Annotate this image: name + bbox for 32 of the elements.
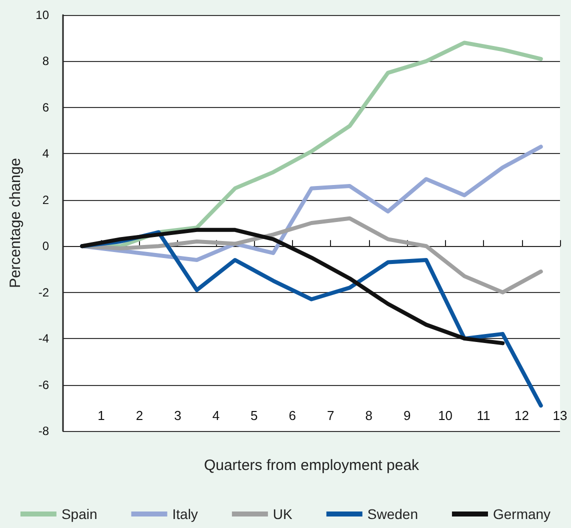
x-tick-label: 2 [136,408,144,423]
y-tick-label: 0 [42,239,50,254]
y-tick-label: 2 [42,192,50,207]
x-tick-label: 6 [288,408,296,423]
x-tick-label: 13 [552,408,568,423]
x-tick-label: 9 [403,408,411,423]
y-tick-label: 4 [42,146,50,161]
y-tick-label: 6 [42,100,50,114]
y-tick-label: 10 [36,8,50,22]
x-tick-label: 4 [212,408,220,423]
legend-label: Italy [172,506,198,522]
legend-label: Spain [61,506,98,522]
x-axis-title: Quarters from employment peak [204,457,420,474]
x-tick-label: 3 [174,408,182,423]
x-tick-label: 12 [514,408,530,423]
y-tick-label: -8 [38,424,50,438]
legend-label: UK [272,506,294,522]
y-tick-label: 8 [42,54,50,68]
x-tick-label: 11 [476,408,490,423]
legend-label: Germany [492,506,551,522]
line-series [80,228,505,346]
x-tick-label: 1 [98,408,105,423]
y-tick-label: -6 [38,378,50,392]
y-tick-label: -2 [38,285,50,300]
legend-label: Sweden [367,506,418,522]
y-axis-title: Percentage change [7,158,24,288]
x-tick-label: 7 [327,408,334,423]
x-tick-label: 10 [438,408,453,423]
x-tick-label: 5 [250,408,258,423]
line-series [80,216,543,294]
x-tick-label: 8 [365,408,372,423]
y-tick-label: -4 [38,332,50,346]
